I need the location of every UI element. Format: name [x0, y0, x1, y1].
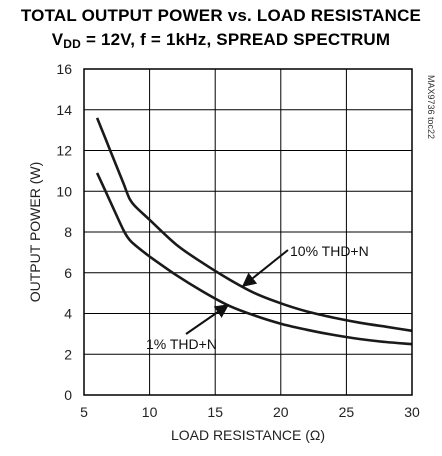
y-axis-label: OUTPUT POWER (W): [27, 162, 43, 303]
y-tick-label: 2: [64, 346, 72, 362]
y-tick-label: 6: [64, 265, 72, 281]
x-tick-label: 25: [339, 404, 355, 420]
series-line-10pct-thd: [95, 117, 413, 333]
grid: [83, 68, 413, 396]
chart-title-line-1: TOTAL OUTPUT POWER vs. LOAD RESISTANCE: [20, 6, 422, 25]
y-tick-label: 12: [56, 143, 72, 159]
x-tick-label: 20: [273, 404, 289, 420]
x-tick-label: 5: [80, 404, 88, 420]
y-tick-label: 4: [64, 306, 72, 322]
y-tick-label: 16: [56, 61, 72, 77]
x-tick-label: 10: [142, 404, 158, 420]
x-tick-label: 30: [404, 404, 420, 420]
y-tick-label: 10: [56, 183, 72, 199]
doc-code: MAX9736 toc22: [426, 75, 436, 139]
plot-frame: [83, 68, 413, 396]
tick-labels: 5 10 15 20 25 30 0 2 4 6 8 10 12 14 16: [56, 61, 420, 420]
x-tick-label: 15: [207, 404, 223, 420]
annotations: 10% THD+N 1% THD+N: [146, 243, 369, 352]
annotation-1pct-thd: 1% THD+N: [146, 336, 217, 352]
chart-title-line-2: VDD = 12V, f = 1kHz, SPREAD SPECTRUM: [0, 30, 442, 51]
title-v: V: [51, 30, 64, 49]
arrow-1pct-thd: [185, 304, 230, 335]
x-axis-label: LOAD RESISTANCE (Ω): [171, 427, 325, 443]
y-tick-label: 0: [64, 387, 72, 403]
y-tick-label: 14: [56, 102, 72, 118]
series-line-1pct-thd: [95, 172, 413, 346]
title-conditions: = 12V, f = 1kHz, SPREAD SPECTRUM: [81, 30, 391, 49]
title-v-subscript: DD: [63, 37, 82, 51]
y-tick-label: 8: [64, 224, 72, 240]
annotation-10pct-thd: 10% THD+N: [290, 243, 369, 259]
arrow-10pct-thd: [241, 249, 289, 287]
series-group: [95, 117, 413, 346]
